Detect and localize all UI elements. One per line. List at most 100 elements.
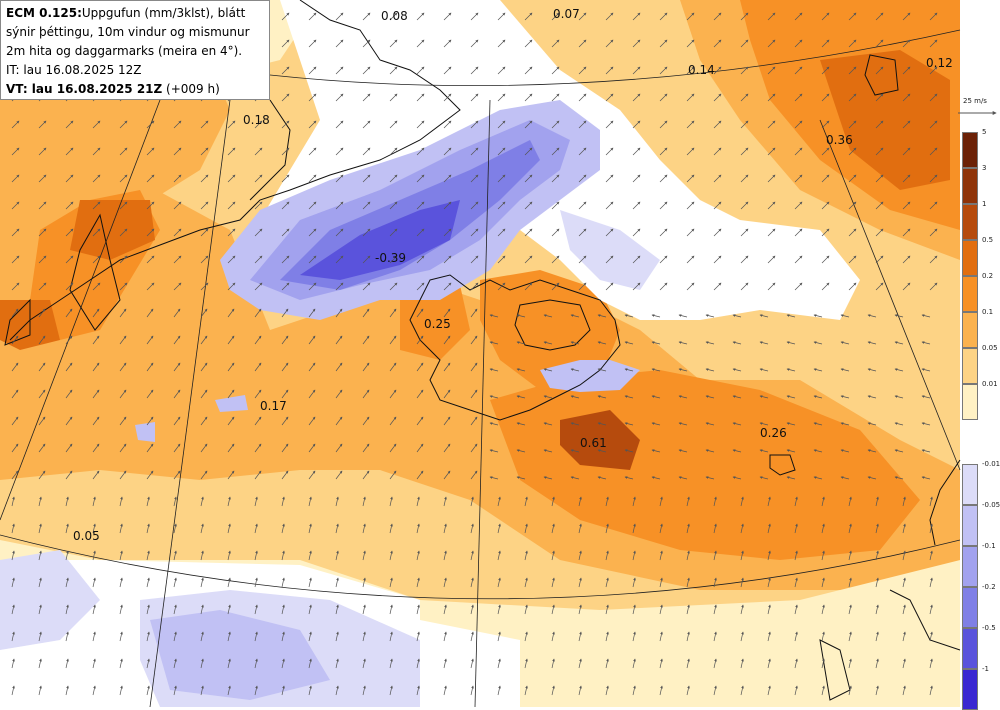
wind-arrow (254, 604, 258, 615)
wind-arrow (308, 93, 317, 102)
wind-arrow (335, 523, 339, 534)
wind-arrow (11, 685, 15, 696)
wind-arrow (308, 39, 317, 48)
wind-arrow (362, 66, 371, 75)
wind-arrow (146, 658, 150, 669)
wind-arrow (740, 201, 749, 210)
wind-arrow (146, 604, 150, 615)
wind-arrow (281, 335, 289, 345)
wind-arrow (632, 120, 641, 129)
wind-arrow (416, 523, 420, 534)
wind-arrow (119, 550, 123, 561)
wind-arrow (578, 120, 587, 129)
wind-arrow (578, 577, 582, 588)
wind-arrow (146, 308, 154, 318)
wind-arrow (362, 577, 366, 588)
wind-arrow (119, 120, 128, 129)
wind-arrow (597, 368, 607, 372)
wind-arrow (659, 255, 668, 264)
wind-arrow (200, 416, 208, 426)
wind-arrow (813, 341, 823, 345)
wind-arrow (794, 228, 803, 237)
wind-arrow (929, 685, 933, 696)
wind-arrow (92, 228, 101, 237)
wind-arrow (389, 685, 393, 696)
wind-arrow (119, 335, 127, 345)
wind-arrow (146, 389, 154, 399)
wind-arrow (416, 308, 424, 318)
wind-arrow (389, 147, 398, 156)
wind-arrow (794, 685, 798, 696)
wind-arrow (227, 550, 231, 561)
wind-arrow (227, 308, 235, 318)
wind-arrow (11, 308, 19, 318)
initial-time: IT: lau 16.08.2025 12Z (6, 63, 142, 77)
wind-arrow (489, 395, 499, 399)
wind-arrow (848, 39, 857, 48)
wind-arrow (92, 201, 101, 210)
wind-arrow (308, 470, 316, 480)
wind-arrow (227, 255, 236, 264)
wind-arrow (470, 12, 479, 21)
wind-arrow (281, 39, 290, 48)
wind-arrow (767, 147, 776, 156)
wind-arrow (308, 174, 317, 183)
wind-arrow (740, 282, 749, 291)
field-value-label: -0.39 (375, 251, 407, 265)
wind-arrow (632, 201, 641, 210)
wind-arrow (875, 66, 884, 75)
wind-arrow (227, 147, 236, 156)
wind-arrow (632, 228, 641, 237)
wind-arrow (705, 422, 715, 426)
wind-arrow (470, 685, 474, 696)
wind-arrow (659, 604, 663, 615)
wind-arrow (227, 416, 235, 426)
wind-arrow (11, 523, 15, 534)
wind-arrow (443, 631, 447, 642)
wind-arrow (929, 228, 938, 237)
wind-arrow (281, 66, 290, 75)
wind-arrow (65, 228, 74, 237)
wind-arrow (308, 523, 312, 534)
wind-arrow (497, 496, 501, 507)
legend-swatch-positive (962, 168, 978, 204)
wind-arrow (443, 470, 451, 480)
wind-arrow (200, 201, 209, 210)
wind-arrow (686, 12, 695, 21)
wind-arrow (92, 523, 96, 534)
wind-arrow (362, 523, 366, 534)
wind-arrow (146, 443, 154, 453)
wind-arrow (443, 362, 451, 372)
wind-arrow (813, 368, 823, 372)
wind-arrow (308, 443, 316, 453)
wind-arrow (659, 496, 663, 507)
wind-arrow (254, 335, 262, 345)
wind-arrow (416, 147, 425, 156)
wind-arrow (92, 389, 100, 399)
legend-label: 5 (982, 128, 987, 136)
map-info-box: ECM 0.125:Uppgufun (mm/3klst), blátt sýn… (0, 0, 270, 100)
wind-arrow (497, 685, 501, 696)
wind-arrow (732, 341, 742, 345)
wind-arrow (713, 685, 717, 696)
wind-arrow (551, 228, 560, 237)
wind-arrow (65, 550, 69, 561)
wind-arrow (173, 550, 177, 561)
wind-arrow (767, 255, 776, 264)
wind-arrow (308, 12, 317, 21)
wind-arrow (786, 395, 796, 399)
wind-arrow (605, 523, 609, 534)
wind-arrow (570, 422, 580, 426)
wind-arrow (624, 341, 634, 345)
wind-arrow (821, 282, 830, 291)
wind-arrow (659, 282, 668, 291)
wind-arrow (362, 201, 371, 210)
wind-arrow (65, 577, 69, 588)
wind-arrow (200, 550, 204, 561)
wind-arrow (443, 577, 447, 588)
wind-arrow (516, 314, 526, 318)
wind-arrow (173, 470, 181, 480)
wind-arrow (362, 308, 370, 318)
wind-arrow (578, 550, 582, 561)
